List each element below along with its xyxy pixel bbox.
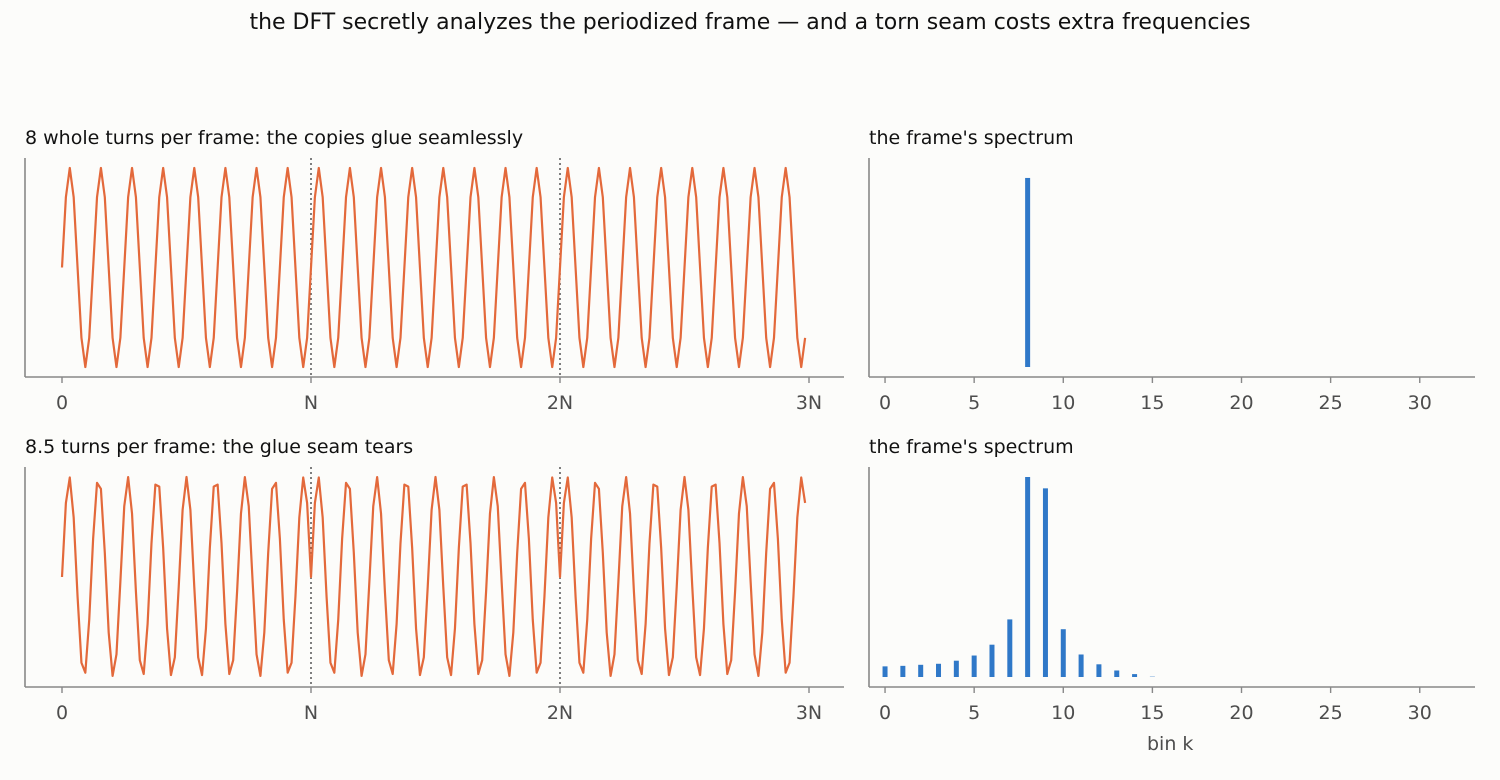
- spectrum-bottom-bar-4: [953, 660, 959, 677]
- spectrum-bottom-tick-label-6: 30: [1408, 702, 1432, 724]
- spectrum-bottom-x-axis-label: bin k: [1147, 733, 1193, 755]
- signal-bottom-tick-label-3: 3N: [796, 702, 822, 724]
- figure-title: the DFT secretly analyzes the periodized…: [249, 10, 1251, 35]
- spectrum-bottom-bar-13: [1114, 670, 1120, 677]
- spectrum-bottom-tick-label-2: 10: [1051, 702, 1075, 724]
- panel-title-signal-bottom: 8.5 turns per frame: the glue seam tears: [25, 436, 414, 458]
- spectrum-top-tick-label-4: 20: [1229, 392, 1253, 414]
- spectrum-bottom-tick-label-1: 5: [968, 702, 980, 724]
- signal-bottom-tick-label-0: 0: [56, 702, 68, 724]
- panel-title-spectrum-top: the frame's spectrum: [869, 127, 1074, 149]
- signal-bottom-tick-label-1: N: [304, 702, 318, 724]
- spectrum-top-tick-label-6: 30: [1408, 392, 1432, 414]
- spectrum-bottom-bar-5: [971, 655, 977, 677]
- spectrum-top-tick-label-1: 5: [968, 392, 980, 414]
- spectrum-bottom-bar-10: [1060, 629, 1066, 677]
- spectrum-bottom-bar-12: [1096, 664, 1102, 677]
- signal-bottom-tick-label-2: 2N: [547, 702, 573, 724]
- panel-title-spectrum-bottom: the frame's spectrum: [869, 436, 1074, 458]
- spectrum-bottom-bar-14: [1132, 674, 1138, 677]
- signal-top-series-line: [60, 166, 807, 369]
- signal-bottom-series-line: [60, 475, 807, 678]
- spectrum-bottom-tick-label-4: 20: [1229, 702, 1253, 724]
- signal-top-tick-label-0: 0: [56, 392, 68, 414]
- spectrum-bottom-bar-2: [918, 664, 924, 677]
- signal-top-tick-label-3: 3N: [796, 392, 822, 414]
- spectrum-bottom-bar-3: [936, 663, 942, 677]
- spectrum-top-tick-label-0: 0: [879, 392, 891, 414]
- signal-top-tick-label-2: 2N: [547, 392, 573, 414]
- spectrum-bottom-tick-label-5: 25: [1319, 702, 1343, 724]
- spectrum-bottom-bar-6: [989, 644, 995, 677]
- spectrum-top-tick-label-5: 25: [1319, 392, 1343, 414]
- spectrum-top-bar-8: [1025, 177, 1031, 367]
- spectrum-bottom-bar-1: [900, 665, 906, 677]
- spectrum-bottom-bar-0: [882, 666, 888, 677]
- spectrum-bottom-tick-label-3: 15: [1140, 702, 1164, 724]
- spectrum-bottom-bar-9: [1042, 488, 1048, 677]
- signal-top-tick-label-1: N: [304, 392, 318, 414]
- spectrum-bottom-bar-11: [1078, 654, 1084, 677]
- spectrum-bottom-bar-7: [1007, 619, 1013, 677]
- spectrum-bottom-tick-label-0: 0: [879, 702, 891, 724]
- spectrum-bottom-bar-8: [1025, 477, 1031, 677]
- panel-title-signal-top: 8 whole turns per frame: the copies glue…: [25, 127, 524, 149]
- spectrum-top-tick-label-3: 15: [1140, 392, 1164, 414]
- spectrum-top-tick-label-2: 10: [1051, 392, 1075, 414]
